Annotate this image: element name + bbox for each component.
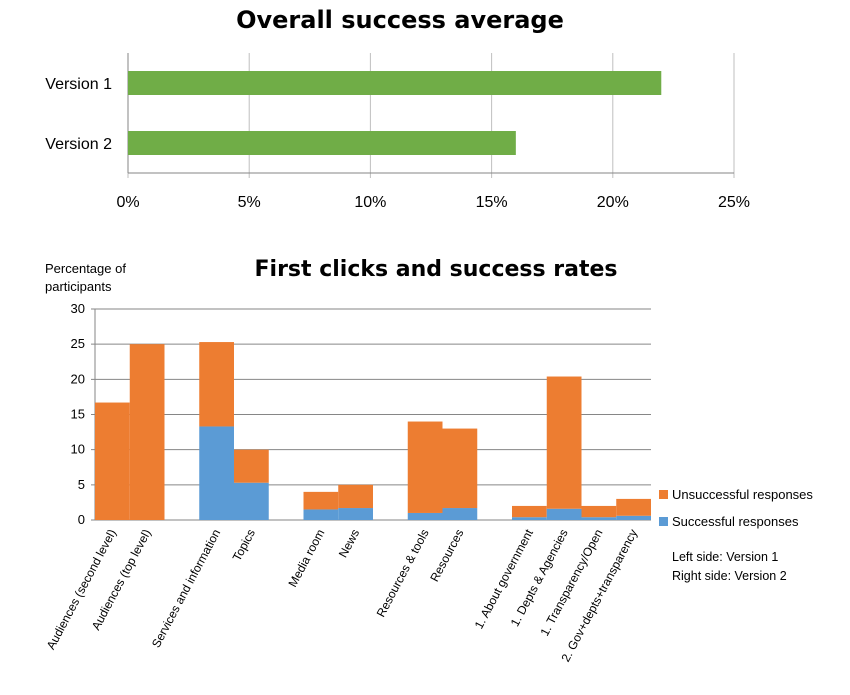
chart2-bar-unsuccessful: [616, 498, 651, 516]
chart2-bar-unsuccessful: [442, 428, 478, 509]
chart1-x-tick: 20%: [597, 194, 629, 211]
chart2-title: First clicks and success rates: [255, 257, 618, 282]
legend-swatch-successful: [659, 517, 668, 526]
note-left-side: Left side: Version 1: [672, 550, 778, 564]
legend-swatch-unsuccessful: [659, 490, 668, 499]
note-right-side: Right side: Version 2: [672, 569, 787, 583]
chart1-x-tick: 15%: [476, 194, 508, 211]
chart2-y-tick: 15: [71, 407, 85, 422]
chart1-x-tick: 25%: [718, 194, 750, 211]
chart2-y-axis-label: Percentage of participants: [45, 261, 126, 294]
chart2-bars: [95, 342, 651, 520]
chart2-bar-successful: [338, 508, 373, 520]
success-average-chart: Overall success average Version 1Version…: [45, 6, 750, 211]
chart2-category-label: Services and information: [149, 527, 223, 650]
chart2-bar-unsuccessful: [303, 491, 339, 510]
chart2-bar-successful: [512, 517, 547, 520]
chart1-category-label: Version 2: [45, 136, 112, 153]
legend-label-unsuccessful: Unsuccessful responses: [672, 487, 813, 502]
chart2-bar-unsuccessful: [581, 505, 617, 518]
chart2-bar-successful: [581, 517, 617, 520]
chart2-bar-successful: [199, 426, 234, 520]
chart1-x-tick: 0%: [116, 194, 139, 211]
chart1-x-tick: 10%: [354, 194, 386, 211]
chart2-category-label: Topics: [230, 527, 258, 564]
chart2-bar-unsuccessful: [129, 344, 165, 520]
chart1-bar: [128, 71, 662, 95]
chart2-y-tick: 5: [78, 477, 85, 492]
chart2-bar-successful: [442, 508, 478, 520]
chart2-y-tick: 30: [71, 301, 85, 316]
chart2-category-label: Media room: [285, 527, 327, 590]
chart2-category-label: Resources: [427, 527, 466, 584]
chart2-y-tick-labels: 0 5 10 15 20 25 30: [71, 301, 85, 527]
chart2-bar-unsuccessful: [199, 342, 234, 427]
chart1-category-label: Version 1: [45, 76, 112, 93]
chart1-x-tick-labels: 0% 5% 10% 15% 20% 25%: [116, 194, 750, 211]
chart1-title: Overall success average: [236, 6, 564, 34]
chart2-notes: Left side: Version 1 Right side: Version…: [672, 550, 787, 583]
chart2-bar-unsuccessful: [338, 484, 373, 509]
chart1-category-labels: Version 1 Version 2: [45, 76, 112, 153]
chart1-bar: [128, 131, 516, 155]
chart2-y-tick: 0: [78, 512, 85, 527]
chart1-x-tick: 5%: [238, 194, 261, 211]
chart2-category-label: Resources & tools: [374, 527, 432, 620]
legend-label-successful: Successful responses: [672, 514, 799, 529]
chart2-legend: Unsuccessful responses Successful respon…: [659, 487, 813, 529]
chart2-category-label: 1. Transparency/Open: [537, 527, 605, 638]
chart1-bars: [128, 71, 662, 155]
chart2-bar-unsuccessful: [407, 421, 443, 513]
chart2-bar-successful: [546, 508, 582, 520]
chart2-bar-unsuccessful: [512, 505, 547, 518]
chart2-y-tick: 25: [71, 336, 85, 351]
chart2-bar-successful: [616, 515, 651, 520]
chart2-bar-unsuccessful: [95, 402, 130, 520]
chart2-bar-successful: [407, 512, 443, 520]
chart2-bar-unsuccessful: [546, 376, 582, 509]
chart2-bar-successful: [303, 509, 339, 520]
chart2-y-tick: 10: [71, 442, 85, 457]
chart2-bar-successful: [234, 482, 269, 520]
chart2-bar-unsuccessful: [234, 449, 269, 483]
chart2-category-labels: Audiences (second level)Audiences (top l…: [44, 526, 641, 664]
chart2-y-tick: 20: [71, 371, 85, 386]
first-clicks-chart: First clicks and success rates Percentag…: [44, 257, 814, 664]
chart2-category-label: News: [336, 527, 362, 560]
